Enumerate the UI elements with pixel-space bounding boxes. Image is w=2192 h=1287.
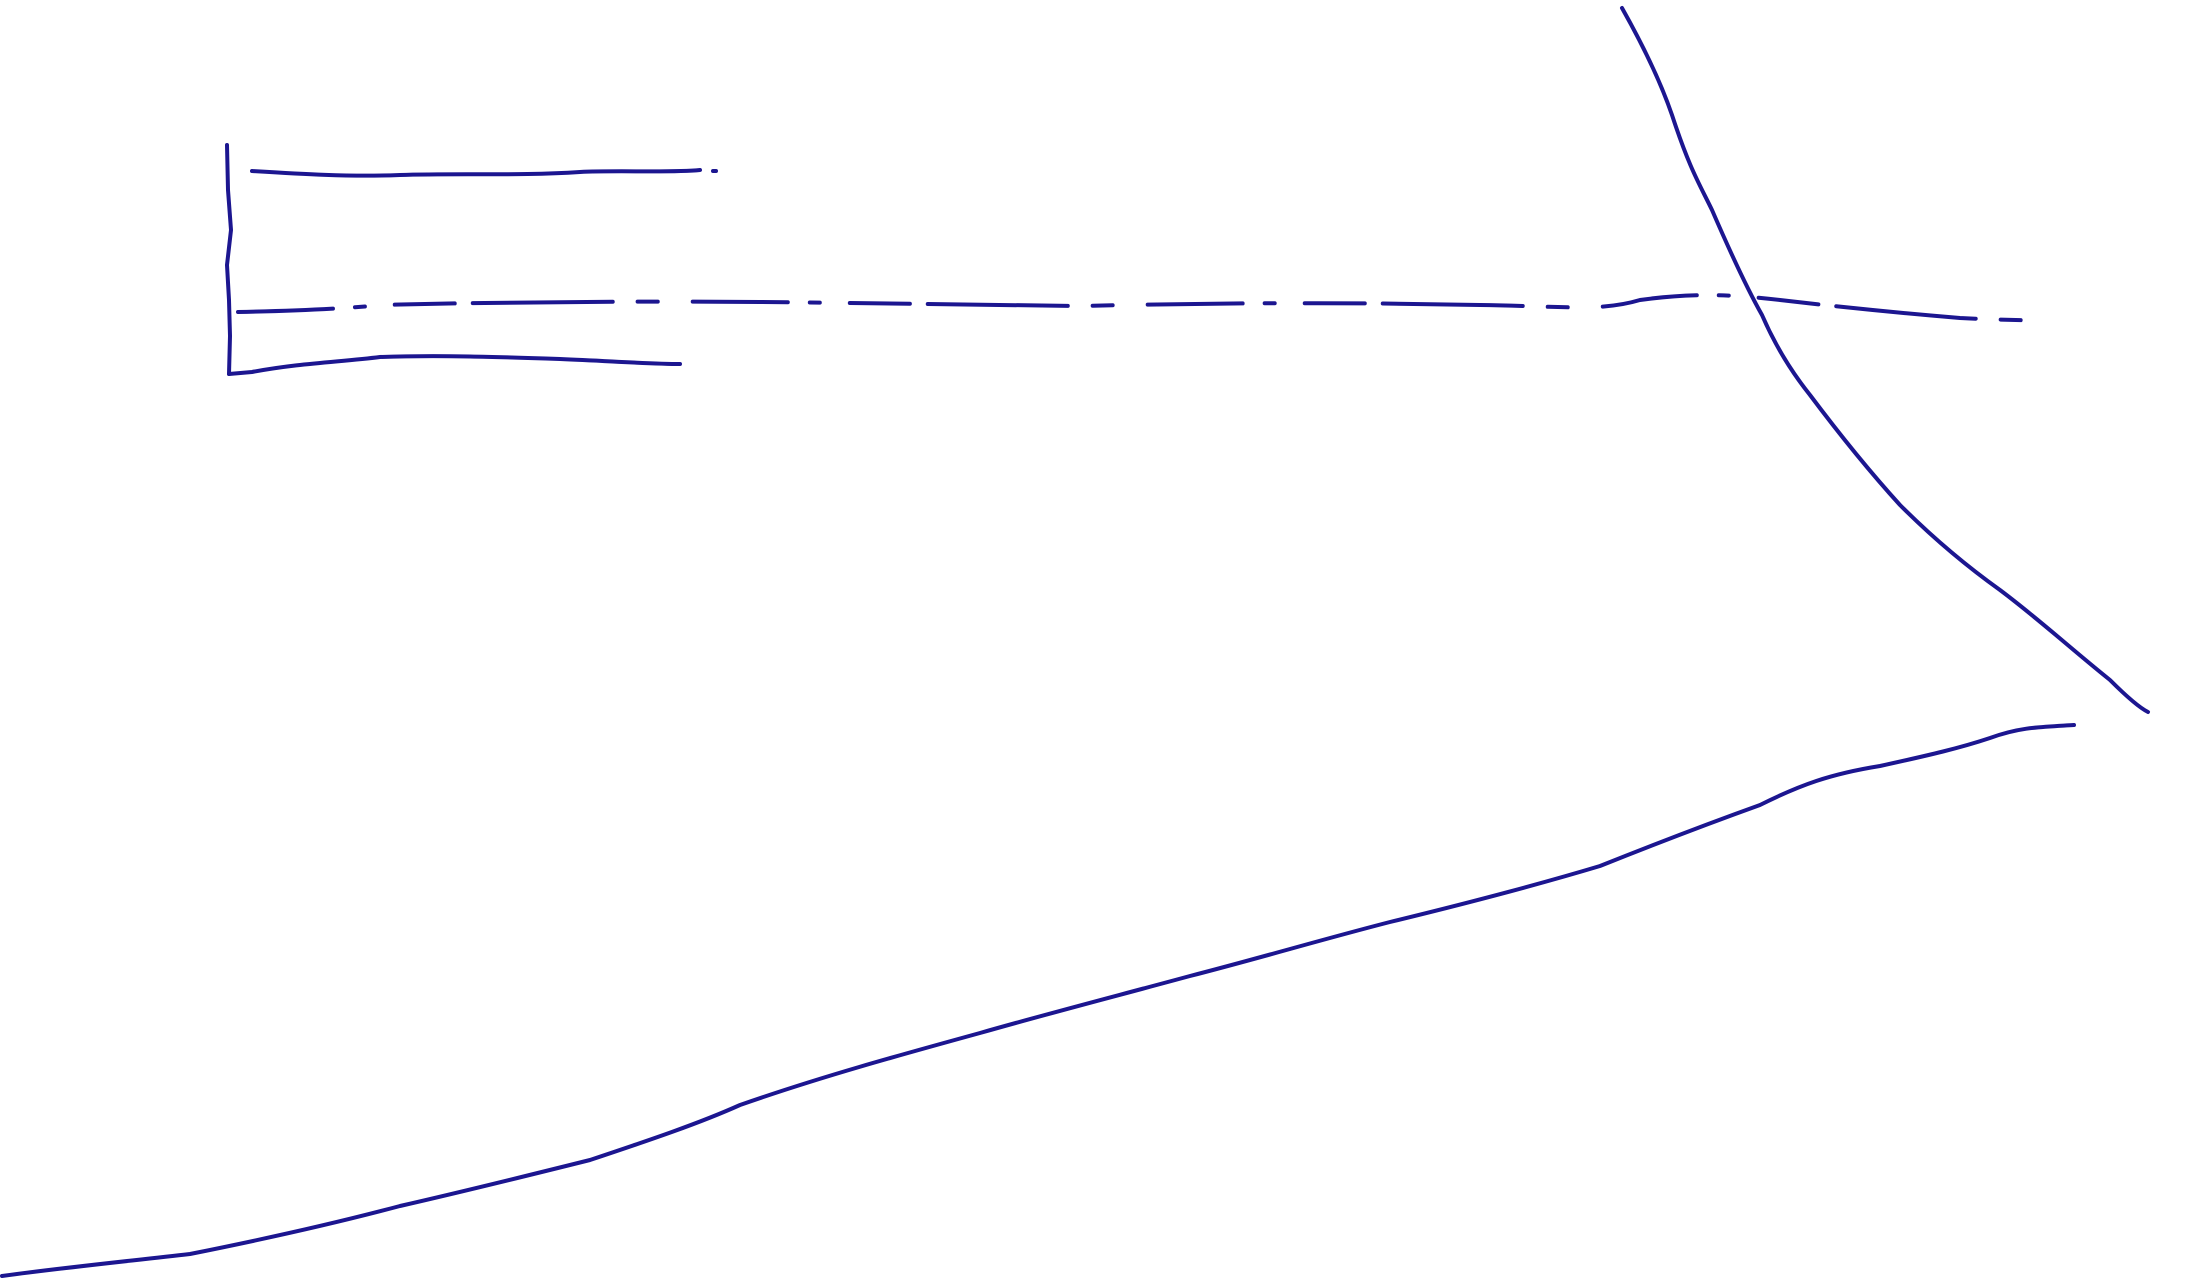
- horizontal-dashed-line: [236, 293, 2042, 323]
- bracket-top-line: [250, 168, 702, 178]
- bracket-bottom-line: [227, 354, 682, 376]
- bracket-vertical-line: [225, 143, 233, 376]
- ascending-line: [0, 723, 2076, 1278]
- descending-curve: [1620, 6, 2150, 714]
